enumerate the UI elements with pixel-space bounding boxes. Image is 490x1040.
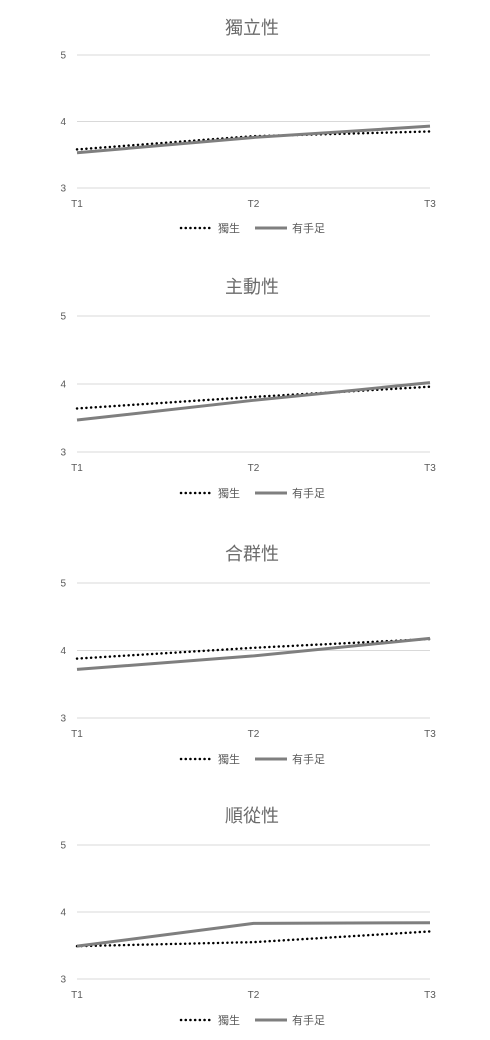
y-tick-label: 4 bbox=[60, 117, 66, 128]
chart-title: 獨立性 bbox=[225, 18, 279, 39]
y-tick-label: 5 bbox=[60, 51, 66, 62]
chart-title: 合群性 bbox=[225, 544, 279, 565]
legend-label: 有手足 bbox=[292, 486, 325, 500]
x-tick-label: T3 bbox=[424, 463, 436, 474]
legend-label: 有手足 bbox=[292, 1013, 325, 1027]
legend-label: 有手足 bbox=[292, 752, 325, 766]
y-tick-label: 4 bbox=[60, 908, 66, 919]
x-tick-label: T1 bbox=[71, 199, 83, 210]
series-line-with-siblings bbox=[76, 381, 431, 422]
y-tick-label: 3 bbox=[60, 975, 66, 986]
x-tick-label: T3 bbox=[424, 199, 436, 210]
legend-label: 獨生 bbox=[218, 1013, 240, 1027]
series-line-with-siblings bbox=[76, 124, 431, 155]
x-tick-label: T2 bbox=[248, 990, 260, 1001]
y-tick-label: 3 bbox=[60, 714, 66, 725]
x-tick-label: T2 bbox=[248, 199, 260, 210]
x-tick-label: T3 bbox=[424, 990, 436, 1001]
legend-label: 有手足 bbox=[292, 221, 325, 235]
x-tick-label: T2 bbox=[248, 729, 260, 740]
y-tick-label: 3 bbox=[60, 184, 66, 195]
x-tick-label: T3 bbox=[424, 729, 436, 740]
legend-label: 獨生 bbox=[218, 486, 240, 500]
series-line-only-child bbox=[75, 385, 432, 410]
x-tick-label: T1 bbox=[71, 729, 83, 740]
x-tick-label: T1 bbox=[71, 990, 83, 1001]
series-line-with-siblings bbox=[76, 921, 431, 948]
y-tick-label: 4 bbox=[60, 380, 66, 391]
y-tick-label: 3 bbox=[60, 448, 66, 459]
y-tick-label: 5 bbox=[60, 841, 66, 852]
chart-title: 主動性 bbox=[225, 277, 279, 298]
x-tick-label: T1 bbox=[71, 463, 83, 474]
y-tick-label: 4 bbox=[60, 646, 66, 657]
chart-title: 順從性 bbox=[225, 806, 279, 827]
x-tick-label: T2 bbox=[248, 463, 260, 474]
legend-label: 獨生 bbox=[218, 752, 240, 766]
y-tick-label: 5 bbox=[60, 312, 66, 323]
legend-label: 獨生 bbox=[218, 221, 240, 235]
series-line-with-siblings bbox=[76, 636, 431, 671]
y-tick-label: 5 bbox=[60, 579, 66, 590]
